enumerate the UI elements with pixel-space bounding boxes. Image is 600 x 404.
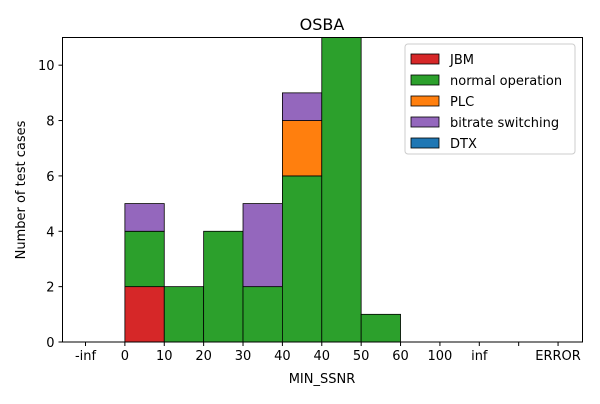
x-axis-label: MIN_SSNR — [289, 372, 356, 387]
bar-normal-operation-2 — [203, 230, 244, 342]
x-tick-label: 40 — [314, 349, 331, 364]
x-tick-label: ERROR — [535, 349, 581, 364]
legend-swatch-normal-operation — [410, 74, 440, 86]
bar-normal-operation-6 — [360, 313, 401, 342]
x-tick-label: 10 — [156, 349, 173, 364]
x-tick-label: 100 — [428, 349, 453, 364]
bar-jbm-0 — [124, 286, 165, 342]
bar-normal-operation-0 — [124, 230, 165, 288]
x-tick-label: 20 — [195, 349, 212, 364]
legend-label: normal operation — [450, 74, 562, 89]
x-tick-label: 40 — [274, 349, 291, 364]
legend-swatch-bitrate-switching — [410, 116, 440, 128]
y-axis-label: Number of test cases — [14, 120, 29, 259]
bars-group — [124, 37, 401, 342]
bar-normal-operation-1 — [163, 286, 205, 342]
bar-normal-operation-3 — [242, 286, 283, 342]
x-tick-label: 0 — [121, 349, 129, 364]
legend: JBM normal operation PLC bitrate switching D… — [404, 43, 576, 155]
x-tick-label: inf — [471, 349, 488, 364]
y-tick-label: 0 — [46, 336, 54, 351]
y-tick-label: 2 — [46, 281, 54, 296]
legend-label: PLC — [450, 95, 474, 110]
y-tick-label: 10 — [38, 59, 55, 74]
legend-label: bitrate switching — [450, 116, 559, 131]
chart-title: OSBA — [300, 15, 345, 34]
bar-bitrate-switching-3 — [242, 203, 283, 288]
legend-swatch-dtx — [410, 137, 440, 149]
x-tick-label: 50 — [353, 349, 370, 364]
bar-bitrate-switching-0 — [124, 203, 165, 232]
legend-swatch-jbm — [410, 53, 440, 65]
axes-frame — [62, 37, 583, 343]
legend-label: JBM — [449, 53, 474, 68]
legend-swatch-plc — [410, 95, 440, 107]
y-axis: 0 2 4 6 8 10 — [38, 59, 63, 351]
bar-bitrate-switching-4 — [281, 92, 323, 121]
bar-normal-operation-4 — [281, 175, 323, 342]
y-tick-label: 4 — [46, 225, 54, 240]
legend-label: DTX — [450, 137, 477, 152]
bar-plc-4 — [281, 120, 323, 177]
legend-box — [404, 43, 576, 155]
x-axis: -inf 0 10 20 30 40 40 50 60 100 inf ERROR — [75, 342, 581, 364]
x-tick-label: 60 — [392, 349, 409, 364]
x-tick-label: 30 — [235, 349, 252, 364]
bar-normal-operation-5 — [321, 37, 362, 342]
y-tick-label: 8 — [46, 115, 54, 130]
y-tick-label: 6 — [46, 170, 54, 185]
x-tick-label: -inf — [75, 349, 97, 364]
